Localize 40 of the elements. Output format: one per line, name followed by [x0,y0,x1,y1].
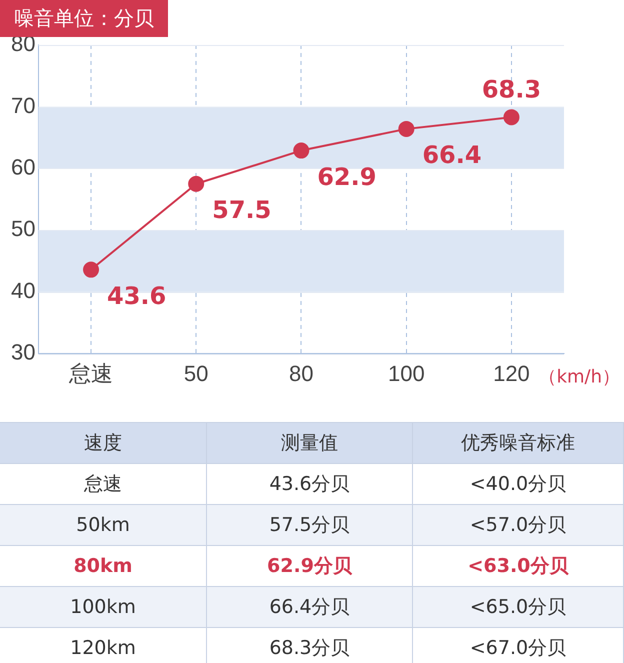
data-label: 66.4 [422,141,482,170]
x-tick-label: 120 [493,360,530,386]
text: <57.0分贝 [413,505,624,546]
data-label: 62.9 [317,162,376,191]
point [293,142,310,159]
data-label: 57.5 [212,196,272,224]
data-label: 68.3 [482,75,542,104]
x-axis-title: （km/h） [538,366,620,388]
chart-title: 噪音单位：分贝 [14,6,154,30]
x-tick-label: 100 [388,360,425,386]
text: 测量值 [207,423,413,464]
text: 62.9分贝 [207,546,413,587]
y-tick-label: 30 [10,340,36,365]
text: 120km [0,628,207,663]
point [188,176,204,192]
x-tick-label: 50 [184,360,208,386]
y-tick-label: 70 [10,92,36,118]
text: <65.0分贝 [413,587,624,628]
text: 43.6分贝 [207,464,413,505]
text: 100km [0,587,207,628]
y-tick-label: 60 [10,154,36,180]
y-tick-label: 40 [10,278,36,303]
text: <40.0分贝 [413,464,624,505]
text: <67.0分贝 [413,628,624,663]
y-tick-label: 50 [10,216,36,242]
x-tick-label: 80 [288,360,314,386]
point [398,120,414,137]
x-tick-label: 怠速 [68,360,114,386]
text: 80km [0,546,207,587]
data-label: 43.6 [107,282,166,310]
text: 57.5分贝 [207,505,413,546]
point [503,109,520,126]
text: 50km [0,505,207,546]
point [83,262,100,278]
text: 68.3分贝 [207,628,413,663]
text: 优秀噪音标准 [413,423,624,464]
text: 怠速 [0,464,207,505]
text: <63.0分贝 [413,546,624,587]
text: 速度 [0,423,207,464]
text: 66.4分贝 [207,587,413,628]
